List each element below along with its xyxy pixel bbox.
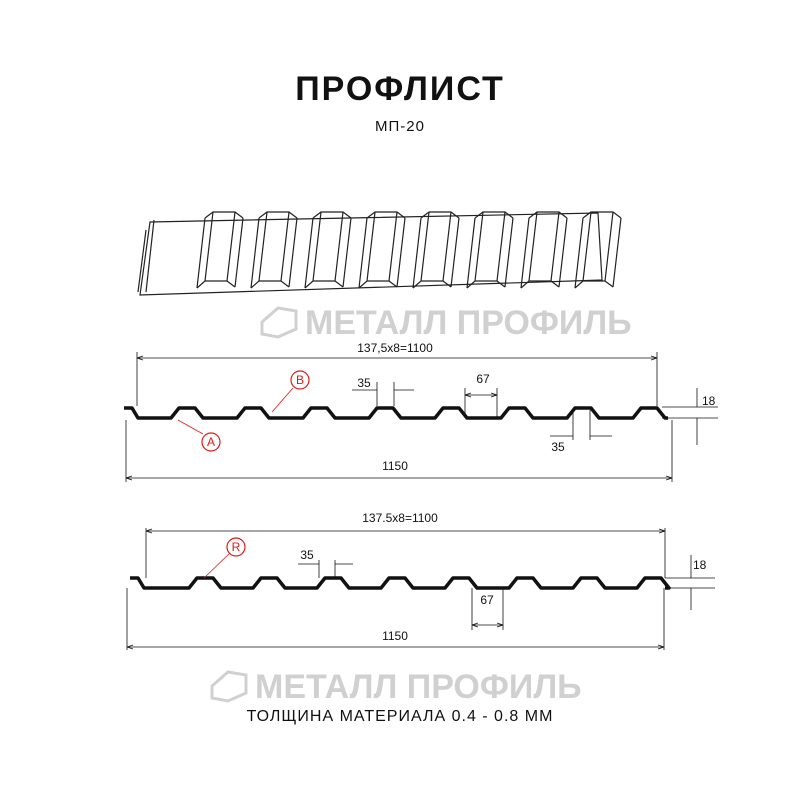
callout-a: A [177, 419, 221, 452]
sheet-rib [312, 211, 352, 219]
sheet-rib [196, 280, 236, 289]
dimension-line [490, 394, 498, 398]
dimension-line [145, 530, 153, 534]
height-label: 18 [693, 558, 707, 572]
top-width-label: 35 [300, 548, 314, 562]
sheet-rib [366, 211, 406, 219]
svg-text:R: R [232, 540, 241, 554]
dimension-line [125, 477, 133, 481]
dimension-line [658, 528, 666, 532]
sheet-rib [474, 211, 514, 219]
sheet-rib [412, 211, 460, 289]
sheet-rib [196, 211, 244, 289]
svg-text:A: A [207, 435, 215, 449]
watermark-text: МЕТАЛЛ ПРОФИЛЬ [305, 304, 632, 342]
top-width-label: 35 [357, 376, 371, 390]
sheet-3d-view [137, 211, 622, 296]
sheet-rib [574, 211, 622, 289]
dimension-line [665, 477, 673, 481]
dimension-line [126, 646, 134, 650]
pitch-label: 137,5x8=1100 [357, 341, 433, 355]
thickness-note: ТОЛЩИНА МАТЕРИАЛА 0.4 - 0.8 ММ [246, 708, 554, 725]
watermark-text: МЕТАЛЛ ПРОФИЛЬ [255, 668, 582, 706]
profile-a: 137,5x8=1100 1150 35 35 67 18 A B [124, 341, 718, 482]
sheet-rib [528, 211, 568, 219]
watermark-2: МЕТАЛЛ ПРОФИЛЬ [210, 668, 582, 706]
dimension-line [145, 528, 153, 532]
callout-b: B [271, 370, 310, 413]
svg-text:B: B [296, 373, 304, 387]
sheet-rib [582, 211, 622, 219]
profile-b: 137.5x8=1100 1150 35 67 18 R [126, 511, 715, 650]
dimension-line [464, 392, 472, 396]
profile-a-outline [124, 406, 668, 420]
sheet-rib [258, 211, 298, 219]
dimension-line [496, 622, 504, 626]
sheet-rib [304, 280, 344, 289]
dimension-line [657, 644, 665, 648]
dimension-line [490, 392, 498, 396]
dimension-line [125, 475, 133, 479]
dimension-line [650, 357, 658, 361]
sheet-rib [250, 211, 298, 289]
sheet-rib [304, 211, 352, 289]
sheet-rib [420, 211, 460, 219]
dimension-line [136, 355, 144, 359]
sheet-rib [466, 211, 514, 289]
profile-b-outline [130, 576, 671, 590]
width-label: 1150 [382, 459, 408, 473]
dimension-line [471, 622, 479, 626]
dimension-line [471, 624, 479, 628]
dimension-line [658, 530, 666, 534]
pitch-label: 137.5x8=1100 [362, 511, 438, 525]
sheet-rib [412, 280, 452, 289]
dimension-line [136, 357, 144, 361]
sheet-rib [520, 280, 560, 289]
dimension-line [657, 646, 665, 650]
sheet-rib [358, 280, 398, 289]
page-title: ПРОФЛИСТ [295, 70, 505, 108]
dimension-line [650, 355, 658, 359]
sheet-rib [466, 280, 506, 289]
dimension-line [126, 644, 134, 648]
height-label: 18 [702, 394, 716, 408]
sheet-rib [204, 211, 244, 219]
sheet-rib [250, 280, 290, 289]
dimension-line [665, 475, 673, 479]
sheet-rib [574, 280, 614, 289]
model-subtitle: МП-20 [375, 118, 425, 135]
base-width-label: 67 [480, 593, 494, 607]
dimension-line [496, 624, 504, 628]
watermark-1: МЕТАЛЛ ПРОФИЛЬ [260, 304, 632, 342]
dimension-line [464, 394, 472, 398]
rib-top-label: 35 [551, 440, 565, 454]
sheet-rib [139, 212, 603, 296]
sheet-rib [137, 219, 155, 293]
sheet-rib [520, 211, 568, 289]
base-width-label: 67 [476, 372, 490, 386]
width-label: 1150 [382, 629, 408, 643]
sheet-rib [358, 211, 406, 289]
callout-r: R [203, 537, 246, 579]
